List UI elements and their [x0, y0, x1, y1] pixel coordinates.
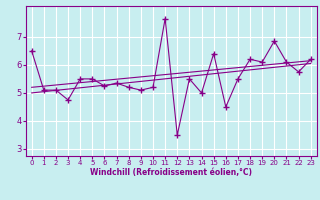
X-axis label: Windchill (Refroidissement éolien,°C): Windchill (Refroidissement éolien,°C): [90, 168, 252, 177]
